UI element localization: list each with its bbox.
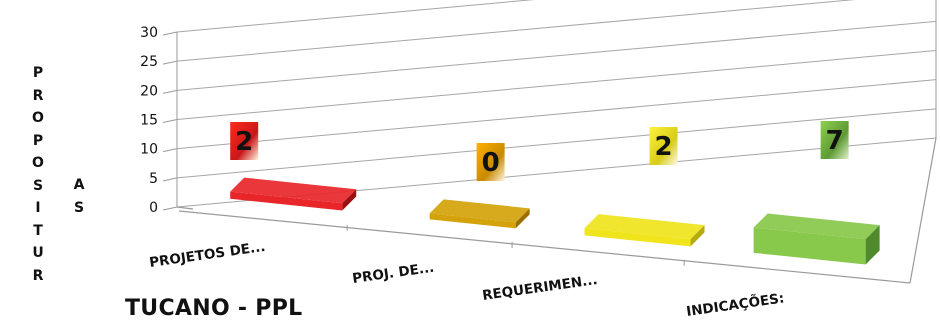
bar-top-face	[584, 214, 705, 240]
bar-top-face	[230, 177, 357, 204]
bar	[584, 214, 705, 247]
gridline-leg	[162, 206, 178, 211]
gridline-leg	[162, 31, 178, 36]
gridline	[176, 50, 937, 120]
gridline-leg	[162, 60, 178, 65]
floor-left-edge	[176, 206, 194, 210]
floor-right-edge	[909, 137, 937, 284]
gridline	[176, 108, 937, 179]
bar-front-face	[230, 191, 343, 211]
chart-subtitle: TUCANO - PPL	[125, 296, 303, 321]
bar-side-face	[515, 208, 530, 229]
bar	[429, 199, 530, 229]
data-label-box	[230, 122, 259, 160]
data-label: 2	[649, 127, 678, 165]
y-axis-letter: S	[32, 177, 44, 194]
data-label: 0	[476, 143, 505, 181]
bar-front-face	[429, 213, 516, 229]
gridline	[176, 20, 937, 91]
x-category-label: REQUERIMEN...	[481, 272, 598, 304]
gridline	[176, 0, 856, 62]
bar-top-face	[429, 199, 530, 223]
x-category-label: PROJ. DE...	[351, 260, 435, 287]
bar-side-face	[690, 225, 705, 247]
data-label-box	[820, 121, 849, 159]
y-axis-letter: R	[32, 87, 44, 104]
y-tick-label: 25	[140, 54, 158, 70]
y-axis-letter: I	[35, 200, 41, 216]
y-tick-label: 30	[140, 25, 158, 41]
data-label-box	[476, 143, 505, 181]
y-tick-label: 0	[149, 200, 158, 216]
data-label: 7	[820, 121, 849, 159]
data-label-box	[649, 127, 678, 165]
y-tick-label: 20	[140, 83, 158, 99]
data-label-text: 2	[235, 127, 253, 157]
y-tick-label: 10	[140, 142, 158, 158]
bar-side-face	[342, 189, 357, 211]
data-label-text: 0	[482, 148, 500, 178]
y-tick-label: 15	[140, 113, 158, 129]
y-axis-letter: U	[32, 245, 44, 261]
data-labels: 202 7	[230, 121, 849, 181]
floor-front-edge	[178, 210, 911, 284]
gridline	[176, 0, 535, 33]
y-axis-letter: A	[73, 177, 85, 193]
bar	[230, 177, 357, 211]
bar-front-face	[584, 228, 691, 247]
gridline	[176, 79, 937, 150]
x-category-label: INDICAÇÕES:	[685, 288, 785, 320]
x-category-label: PROJETOS DE...	[148, 239, 266, 271]
data-label: 2	[230, 122, 259, 160]
y-axis-letter: P	[32, 65, 44, 81]
y-axis-letter: O	[32, 110, 44, 126]
y-tick-label: 5	[149, 171, 158, 187]
gridline-leg	[162, 148, 178, 153]
bar	[753, 213, 880, 265]
data-label-text: 2	[654, 132, 672, 162]
y-axis-letter: R	[32, 267, 44, 284]
gridlines	[162, 0, 937, 211]
gridline-leg	[162, 119, 178, 123]
bars	[230, 177, 880, 265]
bar-side-face	[865, 225, 880, 265]
gridline-leg	[162, 89, 178, 94]
gridline-leg	[162, 177, 178, 182]
data-label-text: 7	[826, 126, 844, 156]
y-axis-letter: O	[32, 155, 44, 171]
bar-top-face	[753, 213, 880, 240]
y-axis-letter: P	[32, 132, 44, 149]
y-axis-letter: T	[33, 222, 43, 239]
bar-front-face	[753, 227, 866, 265]
y-axis-letter: S	[73, 199, 85, 216]
